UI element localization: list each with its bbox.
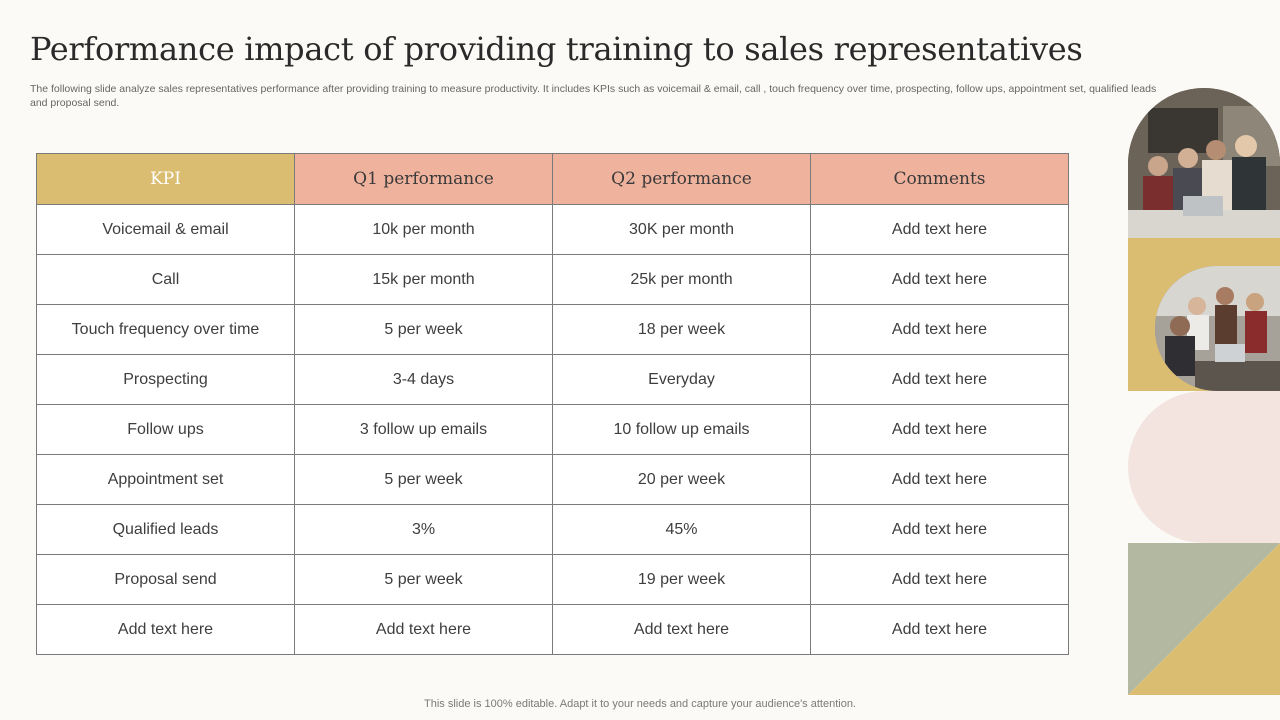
cell-q2: 20 per week [552,454,811,505]
cell-comment: Add text here [810,454,1069,505]
cell-kpi: Follow ups [36,404,295,455]
triangle-accent-block [1128,543,1280,695]
cell-kpi: Qualified leads [36,504,295,555]
cell-comment: Add text here [810,504,1069,555]
cell-q1: 15k per month [294,254,553,305]
cell-kpi: Prospecting [36,354,295,405]
cell-kpi: Touch frequency over time [36,304,295,355]
cell-q1: 5 per week [294,304,553,355]
cell-q1: 3% [294,504,553,555]
cell-comment: Add text here [810,204,1069,255]
table-row: Touch frequency over time 5 per week 18 … [36,304,1069,355]
cell-kpi: Proposal send [36,554,295,605]
cell-q2: 10 follow up emails [552,404,811,455]
cell-q2: 25k per month [552,254,811,305]
slide-title: Performance impact of providing training… [30,30,1083,68]
pink-accent-shape [1128,391,1280,543]
cell-q2: Add text here [552,604,811,655]
cell-q2: Everyday [552,354,811,405]
cell-comment: Add text here [810,554,1069,605]
cell-q1: 5 per week [294,454,553,505]
cell-q2: 45% [552,504,811,555]
cell-q2: 19 per week [552,554,811,605]
cell-q2: 30K per month [552,204,811,255]
kpi-table: KPI Q1 performance Q2 performance Commen… [36,153,1069,655]
cell-comment: Add text here [810,254,1069,305]
cell-q1: 3 follow up emails [294,404,553,455]
table-row: Voicemail & email 10k per month 30K per … [36,204,1069,255]
header-q2: Q2 performance [552,153,811,205]
table-header-row: KPI Q1 performance Q2 performance Commen… [36,153,1069,205]
table-row: Follow ups 3 follow up emails 10 follow … [36,404,1069,455]
table-row: Call 15k per month 25k per month Add tex… [36,254,1069,305]
office-team-photo [1155,266,1280,391]
cell-q2: 18 per week [552,304,811,355]
cell-comment: Add text here [810,404,1069,455]
cell-q1: 10k per month [294,204,553,255]
table-row: Proposal send 5 per week 19 per week Add… [36,554,1069,605]
header-comments: Comments [810,153,1069,205]
header-kpi: KPI [36,153,295,205]
table-row: Qualified leads 3% 45% Add text here [36,504,1069,555]
table-row: Prospecting 3-4 days Everyday Add text h… [36,354,1069,405]
header-q1: Q1 performance [294,153,553,205]
cell-q1: Add text here [294,604,553,655]
cell-kpi: Voicemail & email [36,204,295,255]
cell-kpi: Call [36,254,295,305]
team-meeting-photo [1128,88,1280,238]
slide-subtitle: The following slide analyze sales repres… [30,83,1157,109]
cell-comment: Add text here [810,354,1069,405]
cell-kpi: Appointment set [36,454,295,505]
cell-kpi: Add text here [36,604,295,655]
cell-comment: Add text here [810,304,1069,355]
cell-comment: Add text here [810,604,1069,655]
slide-footer: This slide is 100% editable. Adapt it to… [424,698,856,710]
table-row: Appointment set 5 per week 20 per week A… [36,454,1069,505]
table-row: Add text here Add text here Add text her… [36,604,1069,655]
cell-q1: 3-4 days [294,354,553,405]
cell-q1: 5 per week [294,554,553,605]
